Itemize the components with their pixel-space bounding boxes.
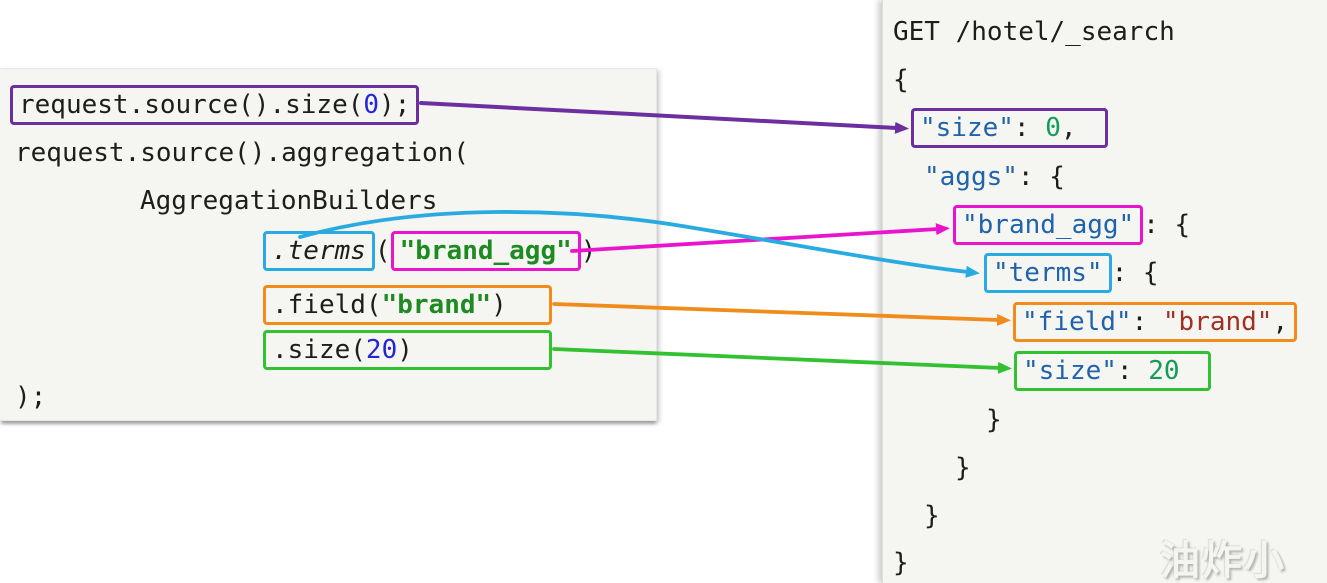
watermark-text: 油炸小波: [1160, 538, 1286, 583]
json-key: "size": [920, 113, 1014, 143]
json-key: "brand_agg": [962, 210, 1135, 240]
java-line-aggregation-call: request.source().aggregation(: [15, 129, 469, 177]
dsl-line-close-aggs: }: [924, 492, 940, 540]
highlight-box-java-size: request.source().size(0);: [10, 85, 420, 125]
dsl-line-close-brand-agg: }: [955, 444, 971, 492]
code-text: }: [924, 501, 940, 531]
dsl-line-size20: "size": 20: [1014, 347, 1211, 395]
dsl-line-request: GET /hotel/_search: [893, 8, 1175, 56]
code-text: ): [397, 335, 413, 365]
code-number: 0: [363, 90, 380, 120]
code-text: );: [379, 90, 411, 120]
dsl-line-terms: "terms" : {: [984, 249, 1159, 297]
highlight-box-java-brand-agg: "brand_agg": [390, 231, 581, 271]
java-line-terms: .terms ( "brand_agg"): [263, 227, 596, 275]
highlight-box-dsl-terms: "terms": [984, 253, 1112, 293]
code-method-terms: .terms: [272, 236, 366, 266]
java-line-set-size: request.source().size(0);: [10, 81, 420, 129]
dsl-line-open-brace: {: [893, 56, 909, 104]
code-text: :: [1116, 356, 1149, 386]
highlight-box-java-size20: .size(20): [263, 330, 552, 370]
code-text: ): [491, 290, 507, 320]
code-text: : {: [1111, 258, 1159, 288]
dsl-line-field: "field": "brand",: [1013, 298, 1298, 346]
code-text: : {: [1143, 210, 1191, 240]
code-text: }: [986, 405, 1002, 435]
dsl-line-brand-agg: "brand_agg" : {: [953, 201, 1190, 249]
dsl-line-close-root: }: [893, 539, 909, 583]
code-text: (: [374, 236, 391, 266]
code-text: AggregationBuilders: [140, 186, 438, 216]
highlight-box-dsl-brand-agg: "brand_agg": [953, 205, 1144, 245]
code-text: .field(: [272, 290, 382, 320]
dsl-line-aggs: "aggs": {: [924, 153, 1065, 201]
highlight-box-java-terms: .terms: [263, 231, 375, 271]
code-text: }: [893, 548, 909, 578]
json-key: "field": [1022, 307, 1132, 337]
code-text: ,: [1272, 307, 1289, 337]
code-text: :: [1013, 113, 1046, 143]
dsl-line-close-terms: }: [986, 396, 1002, 444]
code-string: "brand": [381, 290, 492, 320]
code-text: request.source().size(: [19, 90, 364, 120]
json-number: 0: [1045, 113, 1061, 143]
java-line-aggregation-builders: AggregationBuilders: [140, 177, 437, 225]
json-key: "aggs": [924, 162, 1018, 192]
java-line-size20: .size(20): [263, 326, 552, 374]
code-text: :: [1131, 307, 1163, 337]
code-text: ,: [1060, 113, 1077, 143]
code-text: : {: [1017, 162, 1065, 192]
code-text: ): [580, 236, 597, 266]
highlight-box-dsl-size20: "size": 20: [1014, 351, 1211, 391]
code-text: );: [15, 382, 47, 412]
highlight-box-dsl-size: "size": 0,: [911, 108, 1108, 148]
java-line-field: .field("brand"): [263, 281, 552, 329]
highlight-box-java-field: .field("brand"): [263, 285, 552, 325]
json-number: 20: [1148, 356, 1180, 386]
json-string: "brand": [1162, 307, 1273, 337]
code-text: }: [955, 453, 971, 483]
code-text: .size(: [272, 335, 366, 365]
code-text: GET /hotel/_search: [893, 17, 1175, 47]
json-key: "terms": [993, 258, 1103, 288]
code-text: request.source().aggregation(: [15, 138, 469, 168]
java-line-close: );: [15, 373, 46, 421]
code-text: {: [893, 65, 909, 95]
code-string: "brand_agg": [399, 236, 572, 266]
code-number: 20: [365, 335, 398, 365]
dsl-line-size: "size": 0,: [911, 104, 1108, 152]
highlight-box-dsl-field: "field": "brand",: [1013, 302, 1298, 342]
json-key: "size": [1023, 356, 1117, 386]
